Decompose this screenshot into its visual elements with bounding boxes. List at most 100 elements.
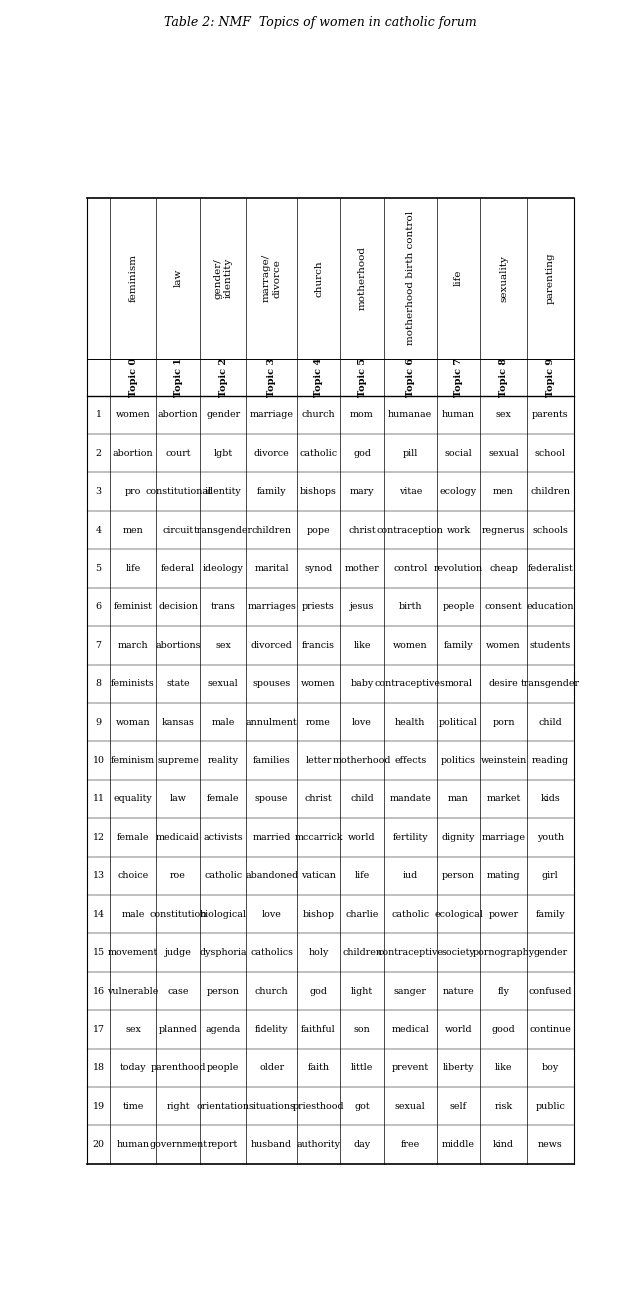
Text: male: male — [122, 909, 145, 918]
Text: sexual: sexual — [488, 449, 519, 457]
Text: human: human — [116, 1140, 150, 1149]
Text: husband: husband — [251, 1140, 292, 1149]
Text: life: life — [454, 270, 463, 287]
Text: parenthood: parenthood — [150, 1064, 206, 1073]
Text: life: life — [125, 565, 141, 572]
Text: people: people — [442, 603, 475, 612]
Text: youth: youth — [536, 833, 564, 842]
Text: trans: trans — [211, 603, 236, 612]
Text: marriage: marriage — [481, 833, 525, 842]
Text: 3: 3 — [95, 487, 102, 496]
Text: abortion: abortion — [158, 410, 198, 419]
Text: bishop: bishop — [303, 909, 335, 918]
Text: federalist: federalist — [527, 565, 573, 572]
Text: day: day — [353, 1140, 371, 1149]
Text: prevent: prevent — [392, 1064, 429, 1073]
Text: market: market — [486, 794, 521, 803]
Text: transgender: transgender — [194, 525, 253, 534]
Text: government: government — [149, 1140, 207, 1149]
Text: continue: continue — [529, 1024, 571, 1034]
Text: boy: boy — [541, 1064, 559, 1073]
Text: 14: 14 — [93, 909, 104, 918]
Text: authority: authority — [296, 1140, 340, 1149]
Text: faithful: faithful — [301, 1024, 336, 1034]
Text: feminists: feminists — [111, 680, 155, 688]
Text: confused: confused — [529, 986, 572, 996]
Text: feminism: feminism — [129, 254, 138, 303]
Text: francis: francis — [302, 641, 335, 650]
Text: society: society — [442, 948, 476, 958]
Text: parents: parents — [532, 410, 568, 419]
Text: little: little — [351, 1064, 373, 1073]
Text: gender: gender — [533, 948, 567, 958]
Text: motherhood: motherhood — [358, 246, 367, 310]
Text: 19: 19 — [93, 1102, 104, 1111]
Text: 15: 15 — [93, 948, 104, 958]
Text: fidelity: fidelity — [255, 1024, 289, 1034]
Text: mary: mary — [350, 487, 374, 496]
Text: ecological: ecological — [434, 909, 483, 918]
Text: like: like — [495, 1064, 512, 1073]
Text: married: married — [252, 833, 291, 842]
Text: light: light — [351, 986, 373, 996]
Text: Topic 7: Topic 7 — [454, 358, 463, 397]
Text: church: church — [255, 986, 289, 996]
Text: pornography: pornography — [472, 948, 534, 958]
Text: world: world — [445, 1024, 472, 1034]
Text: kids: kids — [540, 794, 560, 803]
Text: Topic 1: Topic 1 — [173, 358, 182, 397]
Text: marriages: marriages — [247, 603, 296, 612]
Text: supreme: supreme — [157, 756, 199, 765]
Text: mom: mom — [350, 410, 374, 419]
Text: male: male — [211, 718, 235, 727]
Text: church: church — [301, 410, 335, 419]
Text: god: god — [310, 986, 328, 996]
Text: priests: priests — [302, 603, 335, 612]
Text: reading: reading — [532, 756, 569, 765]
Text: parenting: parenting — [546, 253, 555, 304]
Text: roe: roe — [170, 871, 186, 880]
Text: abandoned: abandoned — [245, 871, 298, 880]
Text: children: children — [342, 948, 382, 958]
Text: law: law — [173, 269, 182, 287]
Text: Topic 3: Topic 3 — [267, 358, 276, 397]
Text: constitution: constitution — [149, 909, 207, 918]
Text: women: women — [116, 410, 150, 419]
Text: contraception: contraception — [377, 525, 444, 534]
Text: court: court — [165, 449, 191, 457]
Text: political: political — [439, 718, 478, 727]
Text: people: people — [207, 1064, 239, 1073]
Text: good: good — [492, 1024, 515, 1034]
Text: dignity: dignity — [442, 833, 476, 842]
Text: synod: synod — [305, 565, 333, 572]
Text: humanae: humanae — [388, 410, 433, 419]
Text: vulnerable: vulnerable — [108, 986, 159, 996]
Text: mccarrick: mccarrick — [294, 833, 343, 842]
Text: catholic: catholic — [300, 449, 338, 457]
Text: mother: mother — [345, 565, 380, 572]
Text: sexual: sexual — [395, 1102, 426, 1111]
Text: 16: 16 — [93, 986, 104, 996]
Text: medicaid: medicaid — [156, 833, 200, 842]
Text: control: control — [393, 565, 428, 572]
Text: abortion: abortion — [113, 449, 154, 457]
Text: cheap: cheap — [489, 565, 518, 572]
Text: like: like — [353, 641, 371, 650]
Text: decision: decision — [158, 603, 198, 612]
Text: 13: 13 — [93, 871, 104, 880]
Text: baby: baby — [350, 680, 374, 688]
Text: desire: desire — [489, 680, 518, 688]
Text: son: son — [354, 1024, 371, 1034]
Text: kansas: kansas — [162, 718, 195, 727]
Text: today: today — [120, 1064, 147, 1073]
Text: Topic 4: Topic 4 — [314, 358, 323, 397]
Text: nature: nature — [443, 986, 474, 996]
Text: 7: 7 — [95, 641, 102, 650]
Text: 18: 18 — [93, 1064, 104, 1073]
Text: vatican: vatican — [301, 871, 336, 880]
Text: catholics: catholics — [250, 948, 293, 958]
Text: bishops: bishops — [300, 487, 337, 496]
Text: sex: sex — [215, 641, 231, 650]
Text: contraceptive: contraceptive — [377, 948, 444, 958]
Text: state: state — [166, 680, 190, 688]
